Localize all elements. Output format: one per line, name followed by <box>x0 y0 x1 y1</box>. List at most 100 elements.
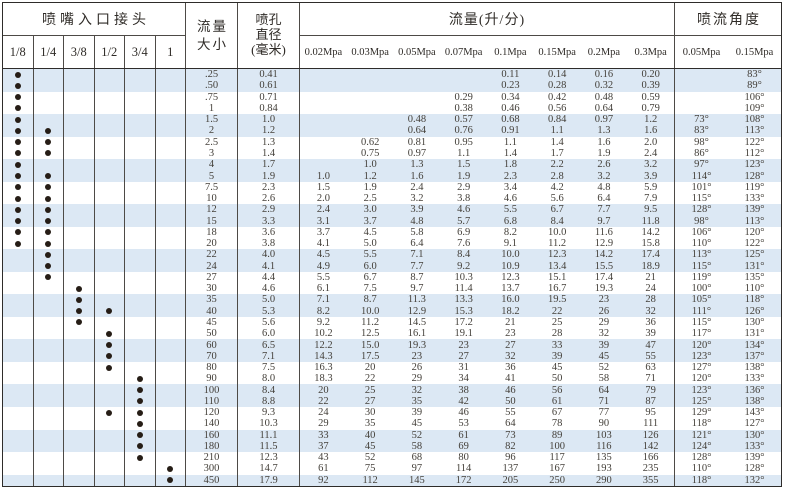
flow-value-cell-0.3Mpa: 32 <box>645 305 656 317</box>
flow-value-cell-0.07Mpa: 1.5 <box>457 159 471 171</box>
inlet-dot-cell-1 <box>156 182 186 193</box>
inlet-dot-cell-1/2 <box>95 192 125 205</box>
flow-size-cell: 210 <box>186 452 238 464</box>
angle-value-cells: 128° 139° <box>675 452 781 463</box>
inlet-dot-cell-3/4 <box>125 271 156 284</box>
bullet-dot-icon <box>14 71 21 78</box>
flow-value-cell-0.02Mpa <box>300 137 347 148</box>
bullet-dot-icon <box>45 173 52 180</box>
inlet-dot-cells <box>3 192 186 205</box>
inlet-dot-cell-1/8 <box>3 147 34 160</box>
orifice-diameter-cell: 1.9 <box>238 170 300 182</box>
flow-value-cell-0.15Mpa: 67 <box>551 407 563 419</box>
inlet-dot-cell-3/4 <box>125 181 156 193</box>
inlet-dot-cell-1/8 <box>3 474 34 486</box>
inlet-dot-cells <box>3 339 186 351</box>
inlet-dot-cell-3/8 <box>64 237 95 250</box>
angle-value-cell-0.15Mpa: 139° <box>744 204 765 216</box>
flow-size-header-line2: 大小 <box>197 36 228 52</box>
angle-value-cell-0.05Mpa: 115° <box>691 260 712 272</box>
flow-value-cell-0.3Mpa: 18.9 <box>641 260 660 272</box>
inlet-dot-cell-1/4 <box>34 136 64 148</box>
flow-value-cell-0.3Mpa: 0.20 <box>641 69 660 81</box>
flow-size-cell: 70 <box>186 350 238 362</box>
bullet-dot-icon <box>136 454 143 461</box>
inlet-dot-cell-1 <box>156 170 186 181</box>
flow-value-cells: 12.2 15.0 19.3 23 27 33 39 47 <box>300 339 675 351</box>
flow-value-cell-0.02Mpa: 24 <box>318 407 329 419</box>
flow-value-cell-0.3Mpa: 0.39 <box>641 80 660 92</box>
flow-value-cell-0.02Mpa: 5.5 <box>316 271 330 283</box>
table-row: 110 8.8 22 27 35 42 50 61 71 87 125° 138° <box>3 395 781 407</box>
inlet-dot-cell-3/8 <box>64 474 95 486</box>
flow-value-cell-0.02Mpa: 1.5 <box>316 181 330 193</box>
flow-value-cell-0.2Mpa: 17.4 <box>594 271 614 283</box>
flow-size-cell: 100 <box>186 384 238 396</box>
orifice-diameter-cell: 7.5 <box>238 361 300 374</box>
inlet-dot-cell-1/4 <box>34 283 64 295</box>
inlet-dot-cell-1/4 <box>34 204 64 216</box>
flow-value-cell-0.03Mpa: 75 <box>364 463 376 475</box>
orifice-diameter-cell: 8.8 <box>238 395 300 407</box>
flow-value-cell-0.15Mpa: 0.14 <box>547 69 567 81</box>
table-row: 2 1.2 0.64 0.76 0.91 1.1 1.3 1.6 83° 113° <box>3 125 781 137</box>
table-row: 4 1.7 1.0 1.3 1.5 1.8 2.2 2.6 3.2 97° 123° <box>3 159 781 171</box>
angle-value-cell-0.05Mpa: 97° <box>694 159 709 171</box>
angle-value-cell-0.15Mpa: 128° <box>744 170 765 182</box>
angle-value-cell-0.15Mpa: 135° <box>744 271 765 283</box>
flow-value-cell-0.2Mpa: 6.4 <box>597 193 611 205</box>
inlet-dot-cell-3/8 <box>64 406 95 419</box>
pressure-header-0.07: 0.07Mpa <box>444 46 483 58</box>
inlet-dot-cells <box>3 283 186 295</box>
flow-value-cell-0.15Mpa: 2.8 <box>550 170 564 182</box>
inlet-dot-cell-1/8 <box>3 294 34 306</box>
angle-value-cells: 115° 130° <box>675 317 781 328</box>
flow-value-cell-0.05Mpa: 68 <box>411 452 423 464</box>
orifice-diameter-cell: 4.1 <box>238 260 300 272</box>
flow-value-cell-0.2Mpa: 12.9 <box>594 238 614 250</box>
flow-value-cell-0.1Mpa: 18.2 <box>501 305 520 317</box>
bullet-dot-icon <box>106 308 113 315</box>
flow-value-cell-0.07Mpa: 42 <box>458 395 469 407</box>
flow-value-cell-0.1Mpa: 96 <box>505 452 516 464</box>
flow-size-cell: 2.5 <box>186 136 238 148</box>
flow-value-cell-0.05Mpa: 11.3 <box>407 294 426 306</box>
flow-value-cell-0.3Mpa: 28 <box>645 294 656 306</box>
flow-value-cells: 2.4 3.0 3.9 4.6 5.5 6.7 7.7 9.5 <box>300 204 675 216</box>
flow-value-cell-0.05Mpa: 145 <box>409 474 425 486</box>
flow-value-cells: 0.62 0.81 0.95 1.1 1.4 1.6 2.0 <box>300 136 675 148</box>
angle-value-cell-0.15Mpa: 137° <box>744 350 765 362</box>
flow-value-cell-0.07Mpa: 38 <box>458 384 469 396</box>
flow-value-cell-0.02Mpa: 12.2 <box>314 339 333 351</box>
orifice-diameter-cell: 14.7 <box>238 463 300 475</box>
angle-value-cell-0.15Mpa: 110° <box>744 283 765 295</box>
angle-value-cell-0.05Mpa: 127° <box>691 362 712 374</box>
flow-value-cell-0.1Mpa: 41 <box>505 373 516 385</box>
inlet-dot-cells <box>3 80 186 92</box>
flow-value-cell-0.03Mpa: 10.0 <box>360 305 380 317</box>
inlet-dot-cell-1/8 <box>3 452 34 464</box>
flow-value-cell-0.3Mpa: 79 <box>645 384 656 396</box>
inlet-dot-cell-1/2 <box>95 114 125 126</box>
flow-value-cell-0.1Mpa: 23 <box>505 328 516 340</box>
flow-value-cells: 43 52 68 80 96 117 135 166 <box>300 452 675 464</box>
flow-value-cell-0.02Mpa <box>300 69 347 80</box>
bullet-dot-icon <box>136 387 143 394</box>
flow-size-cell: 24 <box>186 260 238 272</box>
flow-value-cell-0.15Mpa: 78 <box>551 418 563 430</box>
inlet-dot-cell-1/2 <box>95 170 125 182</box>
flow-value-cell-0.02Mpa: 3.1 <box>316 215 330 227</box>
bullet-dot-icon <box>14 195 21 202</box>
flow-value-cell-0.15Mpa: 0.56 <box>547 102 567 114</box>
inlet-dot-cell-1 <box>156 475 186 486</box>
inlet-dot-cell-1/2 <box>95 260 125 272</box>
inlet-dot-cells <box>3 271 186 284</box>
flow-value-cell-0.15Mpa: 167 <box>549 463 565 475</box>
flow-value-cell-0.1Mpa: 0.11 <box>501 69 520 81</box>
flow-value-cell-0.05Mpa: 2.4 <box>410 181 424 193</box>
flow-value-cell-0.05Mpa: 29 <box>411 373 423 385</box>
flow-value-cell-0.05Mpa: 0.81 <box>407 136 427 148</box>
bullet-dot-icon <box>14 116 21 123</box>
inlet-dot-cell-1/8 <box>3 328 34 340</box>
inlet-dot-cell-1/4 <box>34 339 64 351</box>
